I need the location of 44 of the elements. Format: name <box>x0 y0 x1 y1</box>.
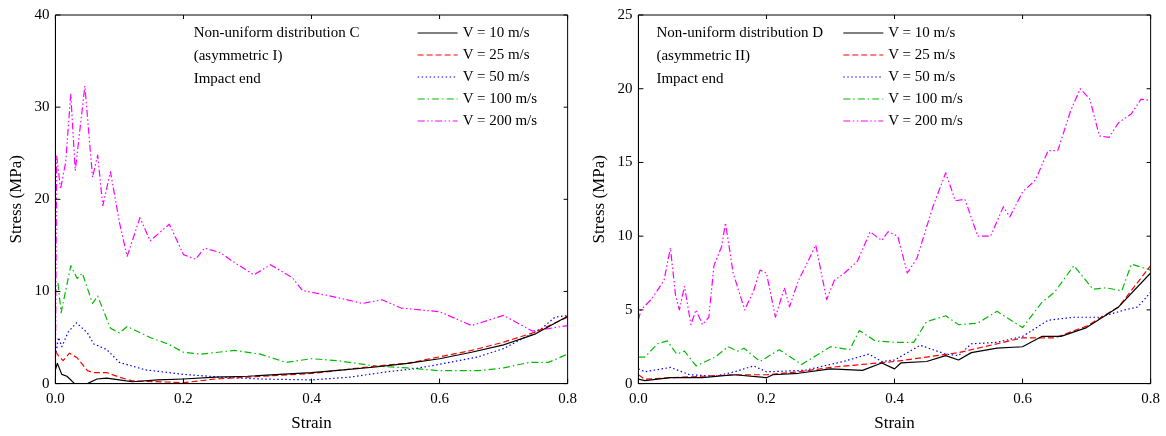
legend-label: V = 10 m/s <box>462 23 530 40</box>
x-tick-label: 0.4 <box>302 389 322 406</box>
annotation: Impact end <box>193 69 262 86</box>
legend-label: V = 200 m/s <box>462 111 538 128</box>
legend-label: V = 200 m/s <box>888 111 963 128</box>
y-tick-label: 20 <box>617 79 633 96</box>
x-tick-label: 0.6 <box>1013 389 1033 406</box>
x-tick-label: 0.2 <box>757 389 776 406</box>
x-axis-title: Strain <box>874 413 916 433</box>
annotation: Non-uniform distribution C <box>193 23 360 40</box>
legend-label: V = 25 m/s <box>888 45 956 62</box>
legend-label: V = 50 m/s <box>462 67 530 84</box>
y-axis-title: Stress (MPa) <box>5 155 25 244</box>
y-tick-label: 10 <box>34 282 50 299</box>
y-axis-title: Stress (MPa) <box>588 155 608 244</box>
x-tick-label: 0.0 <box>46 389 65 406</box>
y-tick-label: 10 <box>617 227 633 244</box>
line-series <box>638 291 1151 377</box>
x-tick-label: 0.2 <box>174 389 193 406</box>
legend-label: V = 100 m/s <box>462 89 538 106</box>
line-series <box>57 265 568 372</box>
y-tick-label: 25 <box>617 5 633 22</box>
legend-label: V = 50 m/s <box>888 67 956 84</box>
x-tick-label: 0.8 <box>558 389 577 406</box>
legend-label: V = 100 m/s <box>888 89 963 106</box>
x-tick-label: 0.8 <box>1141 389 1160 406</box>
x-tick-label: 0.6 <box>430 389 450 406</box>
legend-label: V = 25 m/s <box>462 45 530 62</box>
x-tick-label: 0.0 <box>629 389 648 406</box>
y-tick-label: 40 <box>34 5 50 22</box>
legend-label: V = 10 m/s <box>888 23 956 40</box>
line-series <box>638 88 1151 326</box>
y-tick-label: 30 <box>34 98 50 115</box>
x-tick-label: 0.4 <box>885 389 905 406</box>
y-tick-label: 15 <box>617 153 633 170</box>
annotation: (asymmetric II) <box>656 46 751 64</box>
y-tick-label: 20 <box>34 190 50 207</box>
annotation: (asymmetric I) <box>193 46 283 64</box>
y-tick-label: 0 <box>41 374 50 391</box>
annotation: Non-uniform distribution D <box>656 23 824 40</box>
y-tick-label: 5 <box>624 300 633 317</box>
y-tick-label: 0 <box>624 374 633 391</box>
x-axis-title: Strain <box>291 413 333 433</box>
annotation: Impact end <box>656 69 724 86</box>
